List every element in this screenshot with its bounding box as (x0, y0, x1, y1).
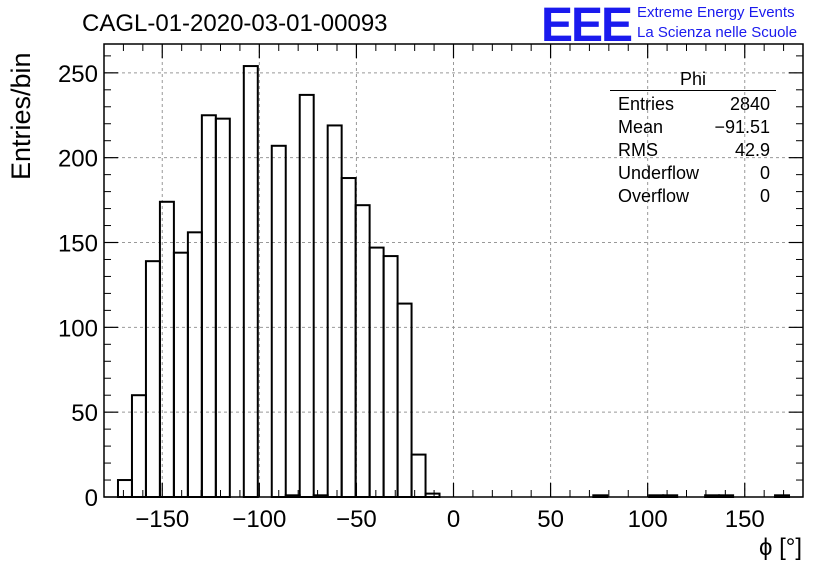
histogram-bar (242, 65, 259, 498)
histogram-bar (116, 479, 133, 499)
histogram-bar (382, 255, 399, 498)
histogram-bar (270, 144, 287, 498)
histogram-bar (186, 231, 203, 498)
x-tick-label: −100 (232, 506, 286, 533)
histogram-bar (200, 114, 217, 499)
stats-value: 42.9 (734, 140, 770, 160)
histogram-bar (410, 453, 427, 498)
x-tick-label: 50 (537, 506, 564, 533)
stats-value: 0 (759, 186, 770, 206)
histogram-bar (326, 124, 343, 498)
x-tick-label: 150 (725, 506, 765, 533)
histogram-bar (396, 302, 413, 498)
x-tick-label: −50 (336, 506, 377, 533)
histogram-bar (144, 260, 161, 499)
logo-subtitle-line2: La Scienza nelle Scuole (637, 24, 798, 41)
stats-label: Underflow (618, 163, 700, 183)
stats-row-mean: Mean −91.51 (610, 116, 776, 139)
eee-logo: EEE (541, 0, 633, 52)
x-tick-label: 0 (447, 506, 460, 533)
stats-divider (610, 90, 776, 91)
stats-value: 2840 (729, 94, 770, 114)
stats-label: Overflow (618, 186, 690, 206)
histogram-bar (214, 117, 231, 499)
run-title: CAGL-01-2020-03-01-00093 (82, 10, 388, 37)
stats-label: Entries (618, 94, 675, 114)
y-tick-label: 150 (58, 231, 98, 258)
histogram-bar (354, 204, 371, 498)
stats-label: Mean (618, 117, 664, 137)
logo-subtitle-line1: Extreme Energy Events (637, 4, 795, 21)
x-tick-label: −150 (135, 506, 189, 533)
stats-row-underflow: Underflow 0 (610, 162, 776, 185)
y-tick-label: 50 (71, 400, 98, 427)
histogram-bar (368, 246, 385, 498)
stats-row-entries: Entries 2840 (610, 93, 776, 116)
stats-box: Phi Entries 2840 Mean −91.51 RMS 42.9 Un… (610, 68, 776, 208)
x-tick-label: 100 (628, 506, 668, 533)
y-axis-label: Entries/bin (6, 52, 36, 180)
stats-title: Phi (679, 69, 706, 89)
stats-row-rms: RMS 42.9 (610, 139, 776, 162)
x-axis-label: ϕ [°] (758, 534, 802, 561)
y-tick-label: 0 (85, 485, 98, 512)
y-tick-label: 100 (58, 315, 98, 342)
stats-row-overflow: Overflow 0 (610, 185, 776, 208)
stats-label: RMS (618, 140, 658, 160)
y-tick-label: 200 (58, 146, 98, 173)
histogram-bar (130, 394, 147, 498)
stats-value: 0 (759, 163, 770, 183)
histogram-bar (298, 93, 315, 499)
histogram-bar (340, 177, 357, 498)
stats-value: −91.51 (714, 117, 770, 137)
y-tick-label: 250 (58, 61, 98, 88)
histogram-bar (172, 251, 189, 498)
